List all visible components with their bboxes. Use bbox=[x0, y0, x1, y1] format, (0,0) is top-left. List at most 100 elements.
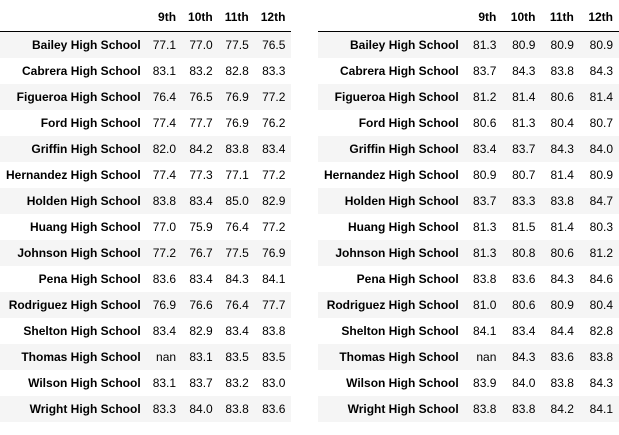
score-cell: 81.3 bbox=[473, 220, 497, 234]
score-cell: 84.3 bbox=[512, 350, 536, 364]
score-cell: 77.2 bbox=[262, 220, 286, 234]
score-cell: 76.6 bbox=[189, 298, 213, 312]
column-header: 11th bbox=[541, 4, 580, 32]
school-name: Griffin High School bbox=[349, 142, 459, 156]
column-header: 12th bbox=[254, 4, 292, 32]
table-row: Pena High School 83.6 83.4 84.3 84.1 bbox=[0, 266, 292, 292]
score-cell: 83.6 bbox=[152, 272, 177, 286]
score-cell: 84.1 bbox=[262, 272, 286, 286]
table-row: Holden High School 83.8 83.4 85.0 82.9 bbox=[0, 188, 292, 214]
score-cell: 83.8 bbox=[152, 194, 177, 208]
score-cell: 80.9 bbox=[550, 298, 574, 312]
school-name: Pena High School bbox=[38, 272, 141, 286]
score-cell: 76.4 bbox=[152, 90, 177, 104]
score-cell: 76.9 bbox=[225, 116, 249, 130]
school-name: Ford High School bbox=[358, 116, 459, 130]
score-cell: 80.9 bbox=[473, 168, 497, 182]
school-name: Huang High School bbox=[30, 220, 141, 234]
score-cell: 80.9 bbox=[512, 38, 536, 52]
score-cell: 77.2 bbox=[262, 90, 286, 104]
column-header: 10th bbox=[182, 4, 219, 32]
score-cell: 83.6 bbox=[512, 272, 536, 286]
score-cell: 77.7 bbox=[262, 298, 286, 312]
score-cell: 80.6 bbox=[512, 298, 536, 312]
score-cell: 83.4 bbox=[189, 194, 213, 208]
column-header: 9th bbox=[146, 4, 183, 32]
score-cell: 83.5 bbox=[225, 350, 249, 364]
score-cell: 77.0 bbox=[152, 220, 177, 234]
table-row: Huang High School 81.3 81.5 81.4 80.3 bbox=[318, 214, 619, 240]
table-row: Wright High School 83.3 84.0 83.8 83.6 bbox=[0, 396, 292, 422]
score-cell: 84.3 bbox=[589, 64, 613, 78]
score-cell: 76.7 bbox=[189, 246, 213, 260]
school-name: Rodriguez High School bbox=[8, 298, 141, 312]
index-header bbox=[318, 4, 465, 32]
school-name: Figueroa High School bbox=[334, 90, 459, 104]
table-row: Figueroa High School 76.4 76.5 76.9 77.2 bbox=[0, 84, 292, 110]
school-name: Cabrera High School bbox=[22, 64, 141, 78]
score-cell: 83.2 bbox=[225, 376, 249, 390]
table-header-row: 9th 10th 11th 12th bbox=[0, 4, 292, 32]
score-cell: 82.0 bbox=[152, 142, 177, 156]
score-cell: 81.4 bbox=[550, 168, 574, 182]
table-row: Bailey High School 81.3 80.9 80.9 80.9 bbox=[318, 31, 619, 58]
school-name: Pena High School bbox=[356, 272, 459, 286]
score-cell: 83.3 bbox=[262, 64, 286, 78]
score-cell: 84.2 bbox=[189, 142, 213, 156]
score-cell: 81.2 bbox=[473, 90, 497, 104]
table-row: Griffin High School 83.4 83.7 84.3 84.0 bbox=[318, 136, 619, 162]
table-row: Thomas High School nan 84.3 83.6 83.8 bbox=[318, 344, 619, 370]
score-cell: 83.7 bbox=[512, 142, 536, 156]
score-cell: 83.8 bbox=[473, 272, 497, 286]
table-body: Bailey High School 77.1 77.0 77.5 76.5 Cabrer… bbox=[0, 31, 292, 422]
score-cell: 77.1 bbox=[225, 168, 249, 182]
score-cell: 80.9 bbox=[550, 38, 574, 52]
table-row: Wilson High School 83.1 83.7 83.2 83.0 bbox=[0, 370, 292, 396]
score-cell: 83.2 bbox=[189, 64, 213, 78]
score-cell: 81.3 bbox=[473, 246, 497, 260]
table-row: Shelton High School 83.4 82.9 83.4 83.8 bbox=[0, 318, 292, 344]
score-cell: 83.3 bbox=[152, 402, 177, 416]
score-cell: 84.0 bbox=[512, 376, 536, 390]
table-row: Cabrera High School 83.1 83.2 82.8 83.3 bbox=[0, 58, 292, 84]
score-cell: 80.6 bbox=[550, 246, 574, 260]
school-name: Ford High School bbox=[40, 116, 141, 130]
score-cell: 83.8 bbox=[262, 324, 286, 338]
table-row: Ford High School 80.6 81.3 80.4 80.7 bbox=[318, 110, 619, 136]
score-cell: 77.2 bbox=[152, 246, 177, 260]
score-cell: 83.8 bbox=[512, 402, 536, 416]
score-cell: 83.5 bbox=[262, 350, 286, 364]
score-cell: 76.4 bbox=[225, 220, 249, 234]
score-cell: 77.1 bbox=[152, 38, 177, 52]
school-name: Johnson High School bbox=[335, 246, 459, 260]
table-row: Pena High School 83.8 83.6 84.3 84.6 bbox=[318, 266, 619, 292]
score-cell: 83.4 bbox=[512, 324, 536, 338]
table-row: Griffin High School 82.0 84.2 83.8 83.4 bbox=[0, 136, 292, 162]
score-cell: 77.5 bbox=[225, 38, 249, 52]
score-cell: 80.8 bbox=[512, 246, 536, 260]
score-cell: 83.1 bbox=[189, 350, 213, 364]
score-cell: 84.3 bbox=[550, 142, 574, 156]
table-row: Johnson High School 81.3 80.8 80.6 81.2 bbox=[318, 240, 619, 266]
score-cell: 83.6 bbox=[550, 350, 574, 364]
score-cell: 77.3 bbox=[189, 168, 213, 182]
score-cell: 77.0 bbox=[189, 38, 213, 52]
score-cell: 83.8 bbox=[550, 376, 574, 390]
score-cell: 80.4 bbox=[589, 298, 613, 312]
score-cell: 83.8 bbox=[225, 402, 249, 416]
table-row: Cabrera High School 83.7 84.3 83.8 84.3 bbox=[318, 58, 619, 84]
table-row: Bailey High School 77.1 77.0 77.5 76.5 bbox=[0, 31, 292, 58]
school-name: Figueroa High School bbox=[16, 90, 141, 104]
table-row: Shelton High School 84.1 83.4 84.4 82.8 bbox=[318, 318, 619, 344]
score-cell: 80.7 bbox=[589, 116, 613, 130]
table-row: Ford High School 77.4 77.7 76.9 76.2 bbox=[0, 110, 292, 136]
table-row: Wilson High School 83.9 84.0 83.8 84.3 bbox=[318, 370, 619, 396]
score-cell: 83.8 bbox=[473, 402, 497, 416]
table-row: Rodriguez High School 81.0 80.6 80.9 80.4 bbox=[318, 292, 619, 318]
score-cell: 81.4 bbox=[512, 90, 536, 104]
score-cell: 77.5 bbox=[225, 246, 249, 260]
column-header: 9th bbox=[464, 4, 503, 32]
school-name: Shelton High School bbox=[341, 324, 459, 338]
column-header: 12th bbox=[579, 4, 619, 32]
score-cell: 83.7 bbox=[473, 64, 497, 78]
